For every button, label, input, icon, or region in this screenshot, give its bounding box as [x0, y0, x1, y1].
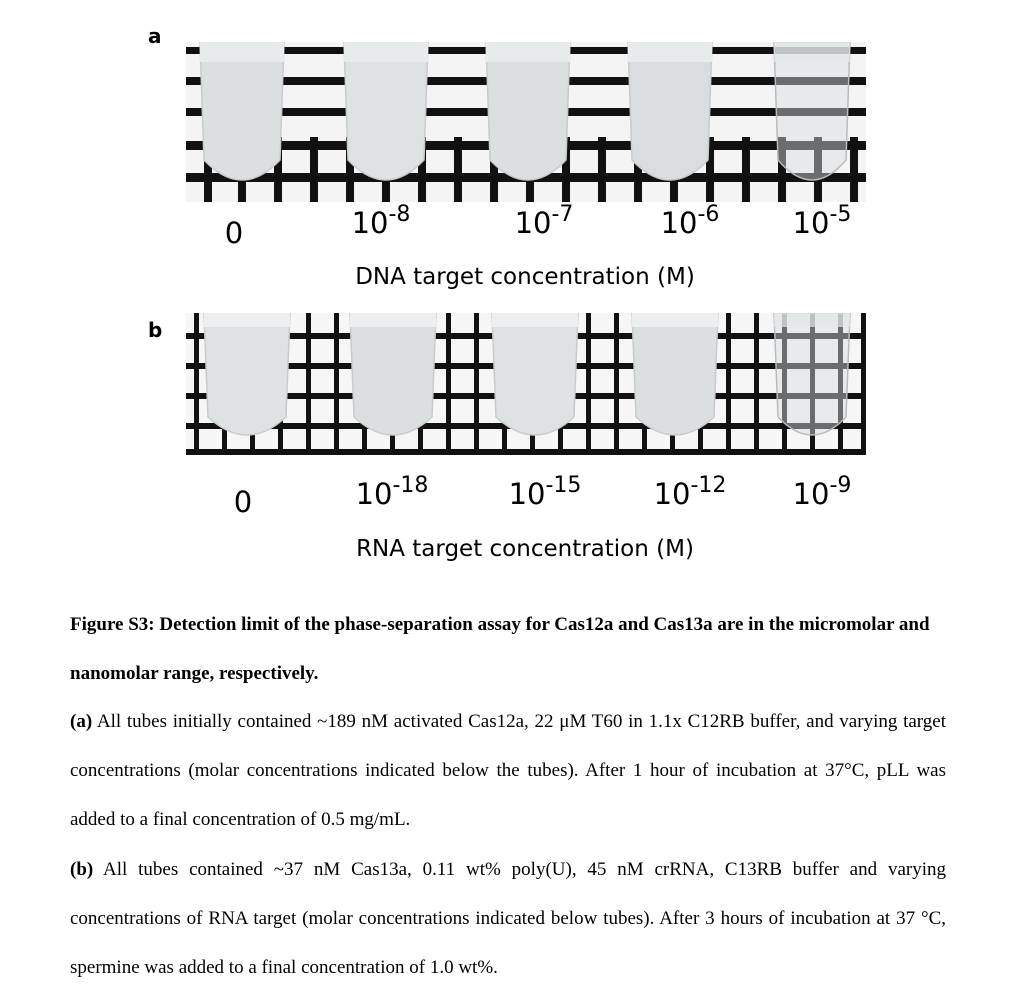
panel-b-letter: b: [148, 318, 163, 342]
caption-paragraph-a: (a) All tubes initially contained ~189 n…: [70, 697, 946, 844]
caption-paragraph-b: (b) All tubes contained ~37 nM Cas13a, 0…: [70, 845, 946, 992]
caption-label-b: (b): [70, 859, 94, 880]
tick-label-a-1: 10-8: [351, 202, 411, 240]
figure-caption-title: Figure S3: Detection limit of the phase-…: [70, 614, 930, 684]
tick-label-b-4: 10-9: [792, 473, 852, 511]
tick-label-b-0: 0: [233, 485, 253, 519]
tick-label-b-3: 10-12: [653, 473, 727, 511]
axis-title-b: RNA target concentration (M): [356, 536, 694, 562]
tube-row-photo-a: [186, 42, 866, 202]
caption-label-a: (a): [70, 711, 93, 732]
caption-text-b: All tubes contained ~37 nM Cas13a, 0.11 …: [70, 859, 946, 978]
tick-label-a-0: 0: [224, 216, 244, 250]
tick-label-a-2: 10-7: [514, 202, 574, 240]
tick-label-b-1: 10-18: [355, 473, 429, 511]
tick-label-b-2: 10-15: [508, 473, 582, 511]
panel-b-photo: [186, 313, 866, 455]
panel-a-letter: a: [148, 24, 162, 48]
caption-text-a: All tubes initially contained ~189 nM ac…: [70, 711, 946, 830]
tick-label-a-4: 10-5: [792, 202, 852, 240]
panel-a-photo: [186, 42, 866, 202]
tick-label-a-3: 10-6: [660, 202, 720, 240]
tube-row-photo-b: [186, 313, 866, 455]
axis-title-a: DNA target concentration (M): [355, 264, 695, 290]
